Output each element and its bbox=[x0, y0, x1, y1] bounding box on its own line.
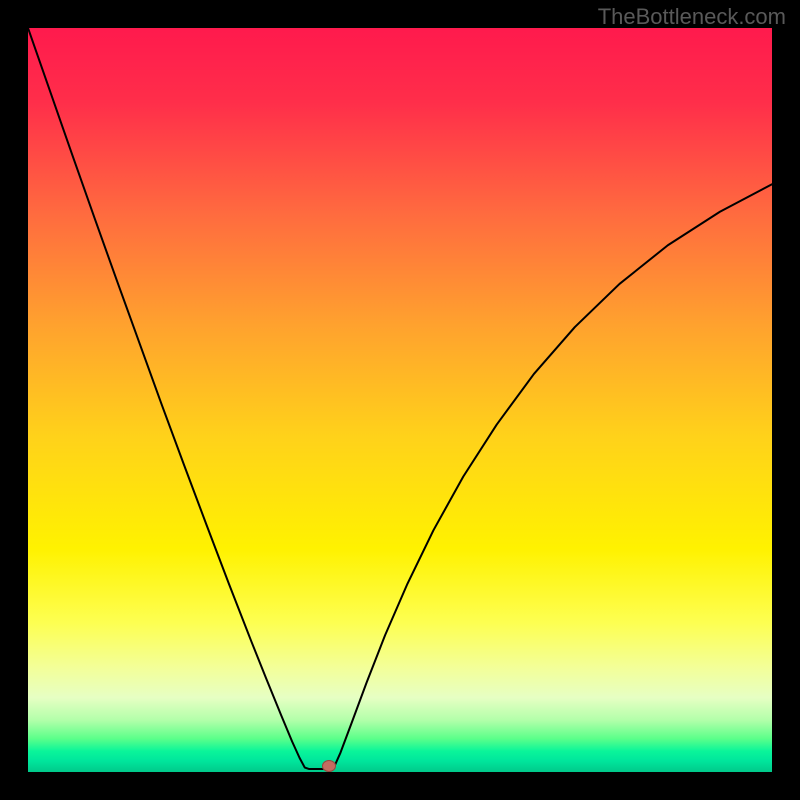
minimum-marker bbox=[322, 760, 336, 772]
plot-area bbox=[28, 28, 772, 772]
chart-container: TheBottleneck.com bbox=[0, 0, 800, 800]
curve-path bbox=[28, 28, 772, 769]
watermark-text: TheBottleneck.com bbox=[598, 4, 786, 30]
bottleneck-curve bbox=[28, 28, 772, 772]
